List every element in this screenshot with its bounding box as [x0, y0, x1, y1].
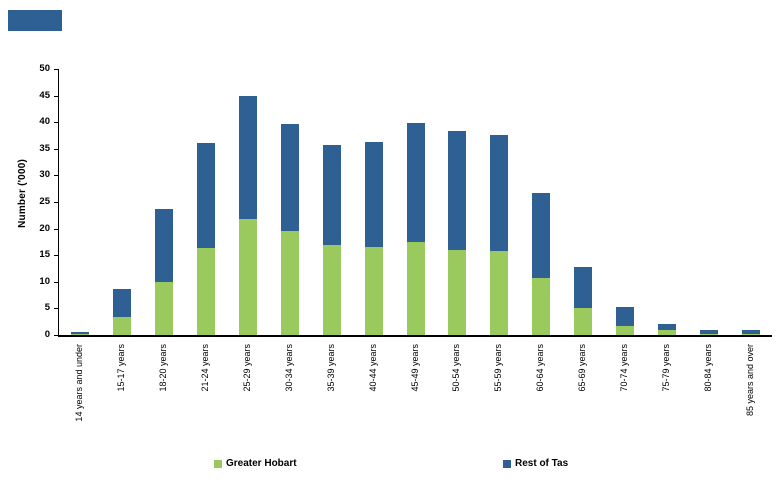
bar-segment [112, 289, 131, 318]
bar-segment [406, 241, 425, 335]
x-category-label: 75-79 years [661, 344, 672, 392]
bar-segment [238, 96, 257, 220]
y-tick-mark [54, 228, 58, 230]
x-category-label: 65-69 years [577, 344, 588, 392]
y-tick-label: 45 [39, 89, 50, 101]
y-tick-mark [54, 308, 58, 310]
bar-segment [700, 333, 719, 335]
x-category-label: 18-20 years [157, 344, 168, 392]
bar-segment [532, 278, 551, 335]
bar-segment [70, 332, 89, 335]
bar-segment [364, 141, 383, 248]
x-category-label: 14 years and under [73, 344, 84, 422]
y-tick-label: 15 [39, 249, 50, 261]
bar-segment [280, 231, 299, 335]
bar-segment [574, 307, 593, 335]
x-category-label: 30-34 years [283, 344, 294, 392]
bar-segment [112, 317, 131, 335]
y-tick-mark [54, 69, 58, 70]
x-category-label: 85 years and over [745, 344, 756, 417]
y-tick-mark [54, 175, 58, 177]
y-tick-label: 5 [44, 302, 50, 314]
x-category-label: 15-17 years [115, 344, 126, 392]
legend-swatch-greater-hobart [214, 459, 222, 468]
y-axis-title: Number ('000) [17, 159, 28, 228]
legend-swatch-rest-of-tas [503, 459, 511, 468]
y-tick-label: 30 [39, 169, 50, 181]
y-tick-mark [54, 95, 58, 97]
x-category-label: 40-44 years [367, 344, 378, 392]
x-category-label: 60-64 years [535, 344, 546, 392]
bar-segment [574, 266, 593, 308]
bar-segment [406, 122, 425, 242]
bar-segment [448, 130, 467, 251]
y-axis-line [58, 69, 59, 337]
bar-segment [154, 282, 173, 335]
x-category-label: 45-49 years [409, 344, 420, 392]
y-tick-mark [54, 335, 58, 336]
bar-segment [658, 323, 677, 331]
y-tick-label: 20 [39, 222, 50, 234]
x-category-label: 35-39 years [325, 344, 336, 392]
bar-segment [700, 329, 719, 334]
x-category-label: 50-54 years [451, 344, 462, 392]
bar-segment [322, 244, 341, 335]
y-tick-label: 10 [39, 275, 50, 287]
bar-segment [616, 307, 635, 326]
y-tick-mark [54, 148, 58, 150]
x-category-label: 25-29 years [241, 344, 252, 392]
corner-block [8, 10, 62, 31]
x-category-label: 21-24 years [199, 344, 210, 392]
legend-label-greater-hobart: Greater Hobart [226, 458, 297, 469]
x-axis-line [58, 335, 772, 337]
bar-segment [742, 330, 761, 335]
bar-segment [364, 247, 383, 335]
y-tick-label: 40 [39, 116, 50, 128]
x-category-label: 55-59 years [493, 344, 504, 392]
legend-label-rest-of-tas: Rest of Tas [515, 458, 569, 469]
bar-segment [490, 134, 509, 251]
bar-segment [238, 219, 257, 335]
bar-segment [616, 325, 635, 335]
bar-segment [196, 143, 215, 249]
y-tick-label: 50 [39, 63, 50, 74]
legend-item-greater-hobart: Greater Hobart [214, 458, 297, 469]
bar-segment [742, 334, 761, 335]
y-tick-mark [54, 122, 58, 124]
y-tick-mark [54, 255, 58, 257]
x-category-label: 70-74 years [619, 344, 630, 392]
y-tick-label: 0 [44, 329, 50, 340]
bar-segment [490, 250, 509, 335]
bar-segment [196, 248, 215, 335]
y-tick-mark [54, 202, 58, 203]
bar-segment [532, 192, 551, 279]
legend-item-rest-of-tas: Rest of Tas [503, 458, 568, 469]
bar-segment [154, 209, 173, 283]
bar-segment [70, 334, 89, 335]
bar-segment [448, 250, 467, 335]
y-tick-mark [54, 281, 58, 283]
bar-segment [658, 330, 677, 335]
bar-segment [280, 124, 299, 232]
y-tick-label: 35 [39, 142, 50, 154]
y-tick-label: 25 [39, 196, 50, 207]
x-category-label: 80-84 years [703, 344, 714, 392]
bar-segment [322, 145, 341, 245]
